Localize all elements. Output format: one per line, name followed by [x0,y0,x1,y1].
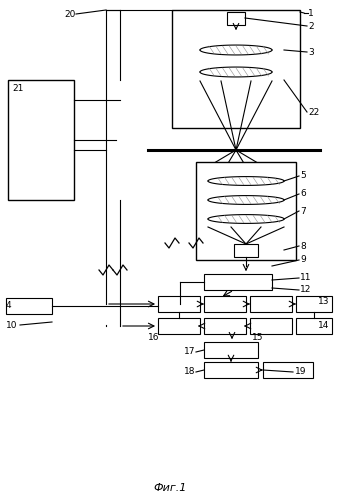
Text: 17: 17 [184,347,196,356]
Bar [263,362,313,378]
Polygon shape [208,196,284,205]
Bar [196,162,296,260]
Text: 8: 8 [300,242,306,250]
Text: 13: 13 [318,297,330,306]
Text: 12: 12 [300,285,312,294]
Polygon shape [200,45,272,55]
Bar [296,296,332,312]
Text: Фиг.1: Фиг.1 [153,483,187,493]
Bar [172,10,300,128]
Bar [8,80,74,200]
Text: 11: 11 [300,273,312,282]
Text: 16: 16 [148,333,160,342]
Text: 5: 5 [300,172,306,181]
Bar [204,342,258,358]
Bar [204,362,258,378]
Text: 4: 4 [6,301,12,310]
Bar [234,244,258,257]
Polygon shape [208,215,284,224]
Polygon shape [200,67,272,77]
Text: 10: 10 [6,320,18,329]
Bar [6,298,52,314]
Bar [250,318,292,334]
Bar [158,318,200,334]
Text: 6: 6 [300,190,306,199]
Text: 18: 18 [184,367,196,377]
Bar [227,12,245,25]
Text: 7: 7 [300,207,306,216]
Text: 22: 22 [308,107,319,116]
Text: 3: 3 [308,47,314,56]
Text: 19: 19 [295,367,306,377]
Bar [158,296,200,312]
Text: 21: 21 [12,83,23,92]
Text: 20: 20 [64,9,75,18]
Bar [204,274,272,290]
Text: 2: 2 [308,21,314,30]
Bar [296,318,332,334]
Text: 14: 14 [318,321,330,330]
Text: 1: 1 [308,8,314,17]
Text: 9: 9 [300,255,306,264]
Bar [204,296,246,312]
Bar [250,296,292,312]
Bar [204,318,246,334]
Polygon shape [208,177,284,186]
Text: 15: 15 [252,333,263,342]
